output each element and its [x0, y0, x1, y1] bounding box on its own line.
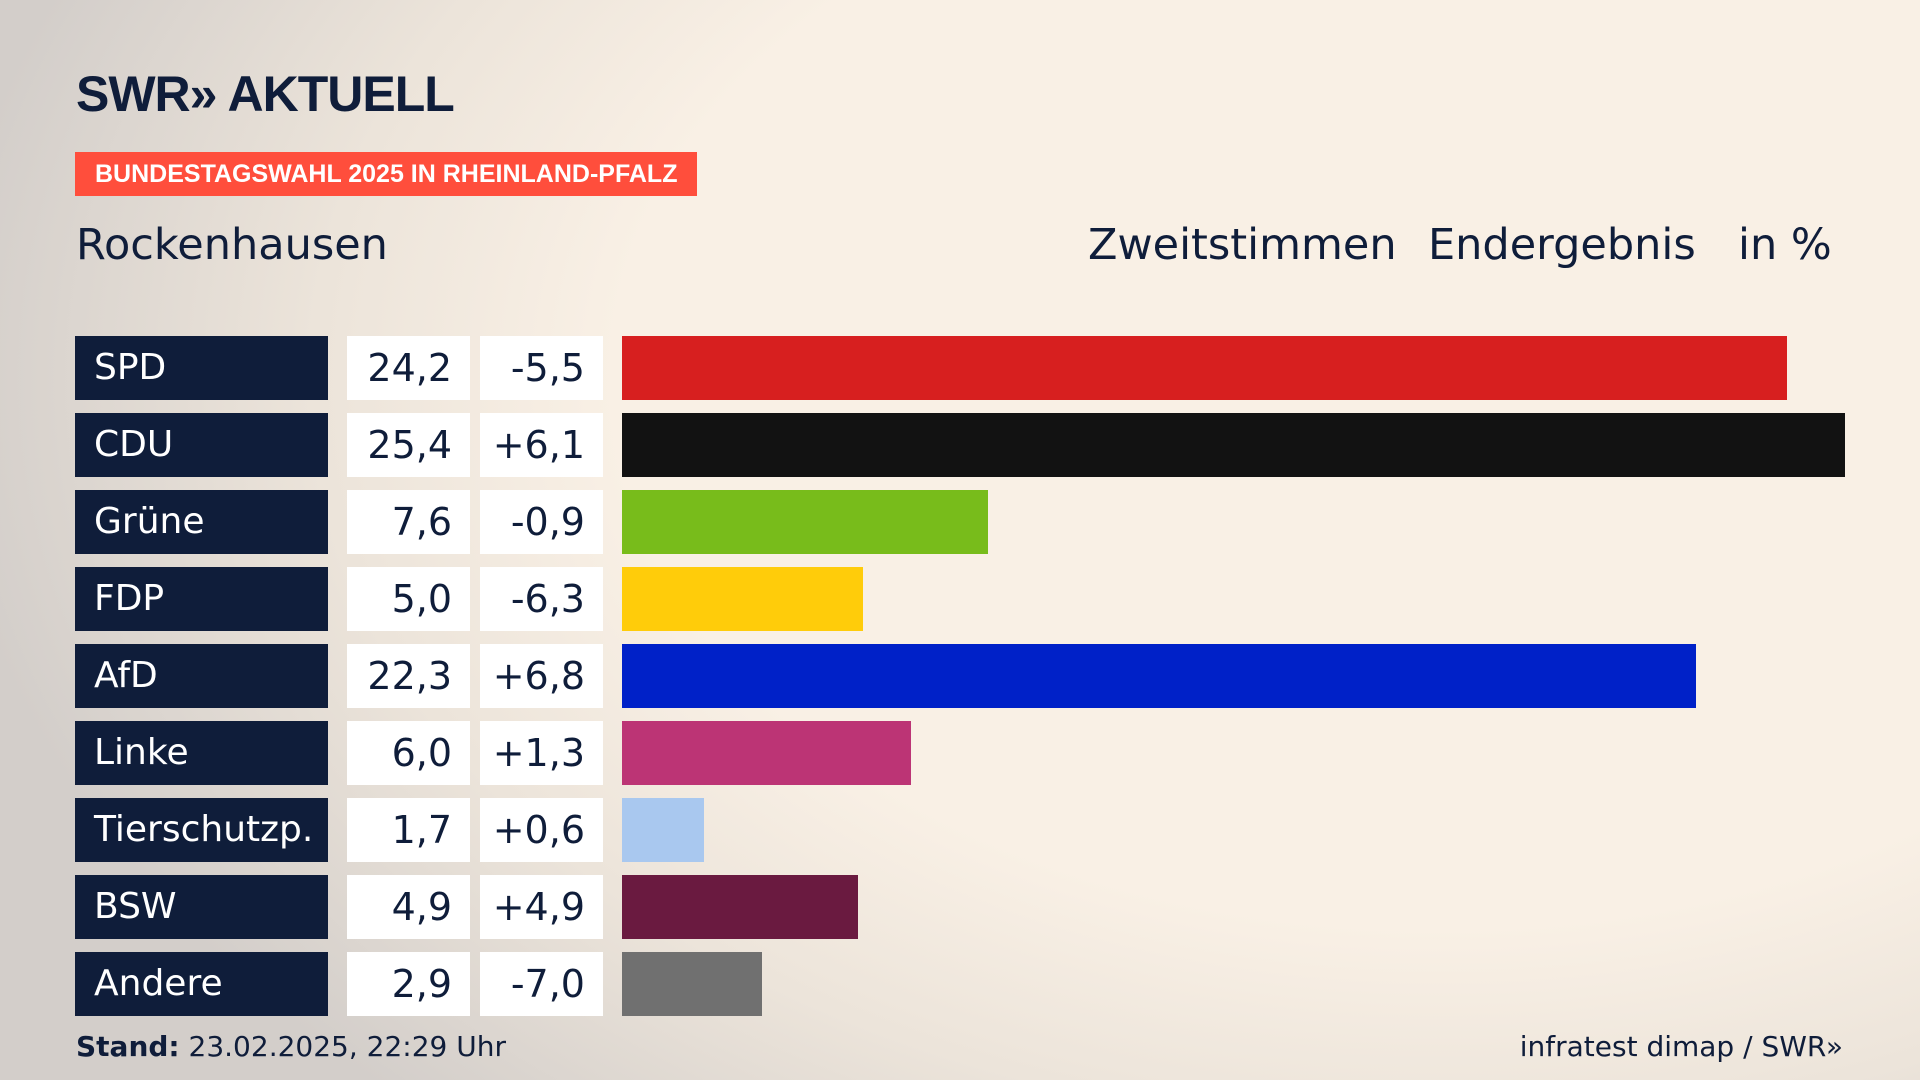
bar-grüne: [622, 490, 988, 554]
swr-aktuell-logo: SWR» AKTUELL: [76, 66, 455, 122]
value-label: 1,7: [347, 798, 470, 862]
value-label: 25,4: [347, 413, 470, 477]
vote-type-label: Zweitstimmen: [1088, 220, 1397, 270]
party-label: FDP: [75, 567, 328, 631]
bar-cdu: [622, 413, 1845, 477]
diff-label: +6,1: [480, 413, 603, 477]
stand-value: 23.02.2025, 22:29 Uhr: [188, 1030, 506, 1063]
bar-tierschutzp: [622, 798, 704, 862]
diff-label: -0,9: [480, 490, 603, 554]
value-label: 7,6: [347, 490, 470, 554]
diff-label: +6,8: [480, 644, 603, 708]
diff-label: +4,9: [480, 875, 603, 939]
party-label: AfD: [75, 644, 328, 708]
place-title: Rockenhausen: [76, 220, 388, 270]
bar-spd: [622, 336, 1788, 400]
value-label: 4,9: [347, 875, 470, 939]
timestamp: Stand: 23.02.2025, 22:29 Uhr: [76, 1030, 506, 1063]
result-type-label: Endergebnis: [1428, 220, 1696, 270]
bar-linke: [622, 721, 911, 785]
value-label: 2,9: [347, 952, 470, 1016]
party-label: SPD: [75, 336, 328, 400]
diff-label: +0,6: [480, 798, 603, 862]
bar-fdp: [622, 567, 863, 631]
party-label: Linke: [75, 721, 328, 785]
party-label: Andere: [75, 952, 328, 1016]
diff-label: -7,0: [480, 952, 603, 1016]
party-label: BSW: [75, 875, 328, 939]
election-banner: BUNDESTAGSWAHL 2025 IN RHEINLAND-PFALZ: [75, 152, 698, 196]
bar-afd: [622, 644, 1696, 708]
party-label: Grüne: [75, 490, 328, 554]
bar-bsw: [622, 875, 858, 939]
value-label: 5,0: [347, 567, 470, 631]
diff-label: -6,3: [480, 567, 603, 631]
bar-andere: [622, 952, 762, 1016]
diff-label: -5,5: [480, 336, 603, 400]
unit-label: in %: [1738, 220, 1832, 270]
party-label: CDU: [75, 413, 328, 477]
value-label: 22,3: [347, 644, 470, 708]
value-label: 6,0: [347, 721, 470, 785]
party-label: Tierschutzp.: [75, 798, 328, 862]
diff-label: +1,3: [480, 721, 603, 785]
stand-label: Stand:: [76, 1030, 180, 1063]
value-label: 24,2: [347, 336, 470, 400]
source-label: infratest dimap / SWR»: [1519, 1030, 1843, 1063]
